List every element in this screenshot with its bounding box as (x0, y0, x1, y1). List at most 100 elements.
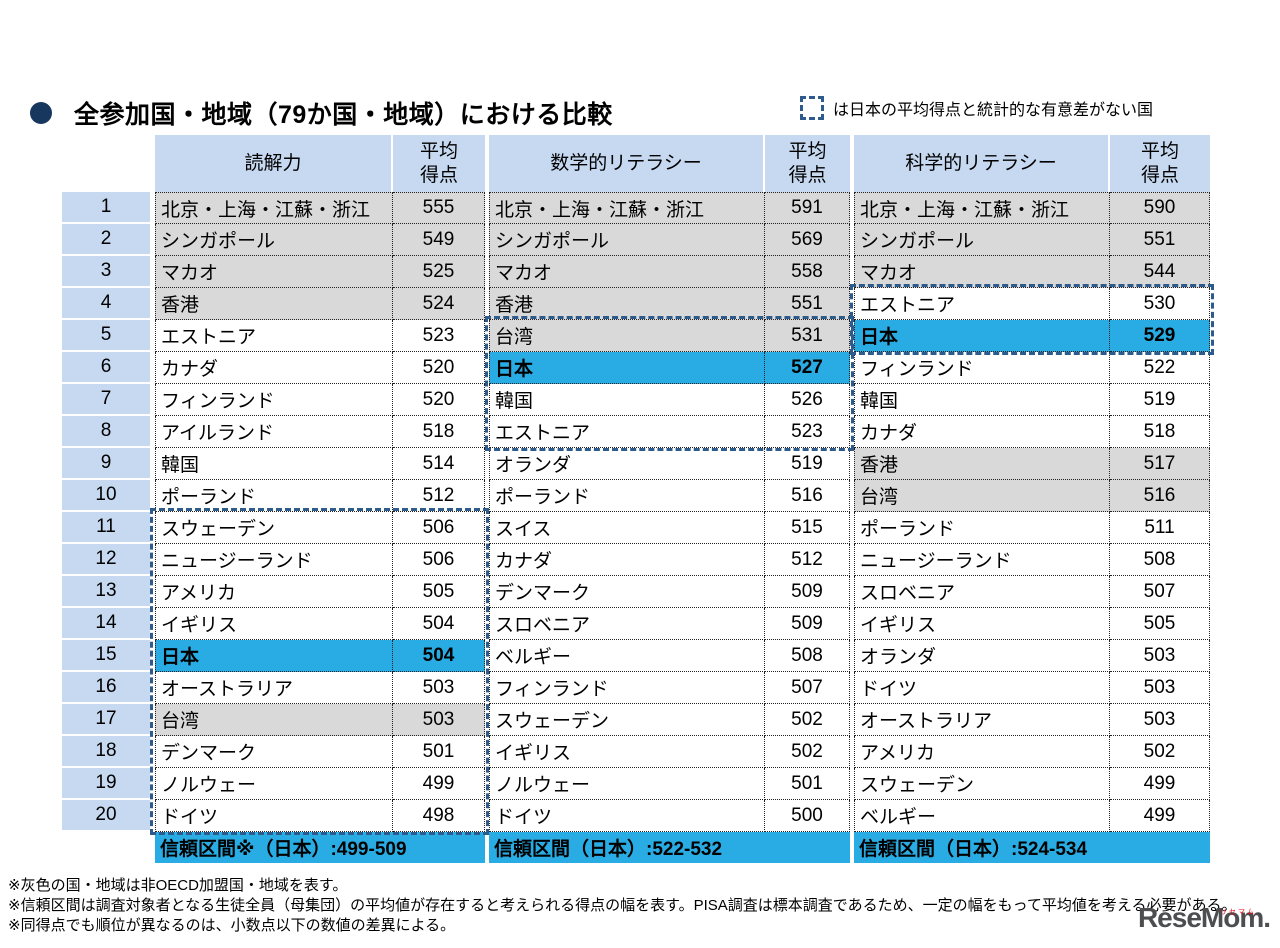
rank-cell: 10 (62, 480, 150, 512)
confidence-reading: 信頼区間※（日本）:499-509 (155, 832, 485, 863)
table-row: 4 香港 524 香港 551 エストニア 530 (62, 288, 1210, 320)
math-country-cell: イギリス (489, 736, 765, 768)
science-score-cell: 507 (1110, 576, 1210, 608)
rank-cell: 15 (62, 640, 150, 672)
science-country-cell: ドイツ (854, 672, 1110, 704)
math-score-cell: 515 (765, 512, 850, 544)
math-score-cell: 591 (765, 192, 850, 224)
math-country-cell: 香港 (489, 288, 765, 320)
science-score-cell: 522 (1110, 352, 1210, 384)
resemom-logo: リセマム ReseMom. (1137, 902, 1271, 933)
science-score-cell: 502 (1110, 736, 1210, 768)
table-row: 11 スウェーデン 506 スイス 515 ポーランド 511 (62, 512, 1210, 544)
math-score-cell: 500 (765, 800, 850, 832)
reading-score-cell: 503 (393, 672, 485, 704)
reading-country-cell: カナダ (155, 352, 393, 384)
math-score-cell: 516 (765, 480, 850, 512)
header-science: 科学的リテラシー (854, 135, 1110, 192)
reading-country-cell: デンマーク (155, 736, 393, 768)
rank-cell: 2 (62, 224, 150, 256)
science-score-cell: 529 (1110, 320, 1210, 352)
science-score-cell: 516 (1110, 480, 1210, 512)
page-title-row: 全参加国・地域（79か国・地域）における比較 (30, 95, 613, 131)
science-score-cell: 590 (1110, 192, 1210, 224)
reading-country-cell: ニュージーランド (155, 544, 393, 576)
math-score-cell: 502 (765, 704, 850, 736)
reading-country-cell: アイルランド (155, 416, 393, 448)
science-score-cell: 544 (1110, 256, 1210, 288)
reading-country-cell: アメリカ (155, 576, 393, 608)
rank-cell: 20 (62, 800, 150, 832)
reading-country-cell: 韓国 (155, 448, 393, 480)
rank-cell: 9 (62, 448, 150, 480)
reading-country-cell: イギリス (155, 608, 393, 640)
table-row: 16 オーストラリア 503 フィンランド 507 ドイツ 503 (62, 672, 1210, 704)
rank-cell: 14 (62, 608, 150, 640)
reading-country-cell: ドイツ (155, 800, 393, 832)
table-row: 20 ドイツ 498 ドイツ 500 ベルギー 499 (62, 800, 1210, 832)
reading-country-cell: オーストラリア (155, 672, 393, 704)
science-country-cell: 韓国 (854, 384, 1110, 416)
science-score-cell: 499 (1110, 800, 1210, 832)
math-country-cell: ノルウェー (489, 768, 765, 800)
science-country-cell: ベルギー (854, 800, 1110, 832)
reading-score-cell: 506 (393, 512, 485, 544)
reading-score-cell: 514 (393, 448, 485, 480)
science-country-cell: イギリス (854, 608, 1110, 640)
science-score-cell: 518 (1110, 416, 1210, 448)
reading-score-cell: 520 (393, 384, 485, 416)
reading-country-cell: 北京・上海・江蘇・浙江 (155, 192, 393, 224)
science-country-cell: 台湾 (854, 480, 1110, 512)
math-country-cell: オランダ (489, 448, 765, 480)
footnote-line: ※信頼区間は調査対象者となる生徒全員（母集団）の平均値が存在すると考えられる得点… (8, 897, 1237, 914)
science-score-cell: 503 (1110, 704, 1210, 736)
reading-score-cell: 523 (393, 320, 485, 352)
reading-score-cell: 506 (393, 544, 485, 576)
math-score-cell: 523 (765, 416, 850, 448)
science-score-cell: 511 (1110, 512, 1210, 544)
reading-score-cell: 504 (393, 640, 485, 672)
reading-country-cell: ノルウェー (155, 768, 393, 800)
math-country-cell: ベルギー (489, 640, 765, 672)
table-row: 8 アイルランド 518 エストニア 523 カナダ 518 (62, 416, 1210, 448)
math-country-cell: カナダ (489, 544, 765, 576)
science-score-cell: 551 (1110, 224, 1210, 256)
math-score-cell: 531 (765, 320, 850, 352)
math-score-cell: 502 (765, 736, 850, 768)
reading-score-cell: 549 (393, 224, 485, 256)
math-country-cell: シンガポール (489, 224, 765, 256)
science-score-cell: 519 (1110, 384, 1210, 416)
science-score-cell: 499 (1110, 768, 1210, 800)
rank-cell: 8 (62, 416, 150, 448)
rank-cell: 5 (62, 320, 150, 352)
math-country-cell: 日本 (489, 352, 765, 384)
science-country-cell: ポーランド (854, 512, 1110, 544)
science-score-cell: 505 (1110, 608, 1210, 640)
science-country-cell: アメリカ (854, 736, 1110, 768)
math-country-cell: 北京・上海・江蘇・浙江 (489, 192, 765, 224)
math-score-cell: 558 (765, 256, 850, 288)
table-row: 10 ポーランド 512 ポーランド 516 台湾 516 (62, 480, 1210, 512)
math-country-cell: スイス (489, 512, 765, 544)
resemom-logo-text: ReseMom. (1137, 902, 1271, 933)
reading-score-cell: 503 (393, 704, 485, 736)
header-reading-avg: 平均 得点 (393, 135, 485, 192)
table-row: 12 ニュージーランド 506 カナダ 512 ニュージーランド 508 (62, 544, 1210, 576)
math-score-cell: 512 (765, 544, 850, 576)
table-header: 読解力 平均 得点 数学的リテラシー 平均 得点 科学的リテラシー 平均 得点 (62, 135, 1210, 192)
science-country-cell: マカオ (854, 256, 1110, 288)
rank-cell: 19 (62, 768, 150, 800)
rank-cell: 18 (62, 736, 150, 768)
reading-score-cell: 499 (393, 768, 485, 800)
math-country-cell: 韓国 (489, 384, 765, 416)
table-row: 2 シンガポール 549 シンガポール 569 シンガポール 551 (62, 224, 1210, 256)
math-country-cell: エストニア (489, 416, 765, 448)
table-row: 17 台湾 503 スウェーデン 502 オーストラリア 503 (62, 704, 1210, 736)
table-row: 13 アメリカ 505 デンマーク 509 スロベニア 507 (62, 576, 1210, 608)
science-score-cell: 508 (1110, 544, 1210, 576)
reading-country-cell: フィンランド (155, 384, 393, 416)
math-country-cell: ポーランド (489, 480, 765, 512)
rank-cell: 3 (62, 256, 150, 288)
math-score-cell: 527 (765, 352, 850, 384)
rank-cell: 11 (62, 512, 150, 544)
